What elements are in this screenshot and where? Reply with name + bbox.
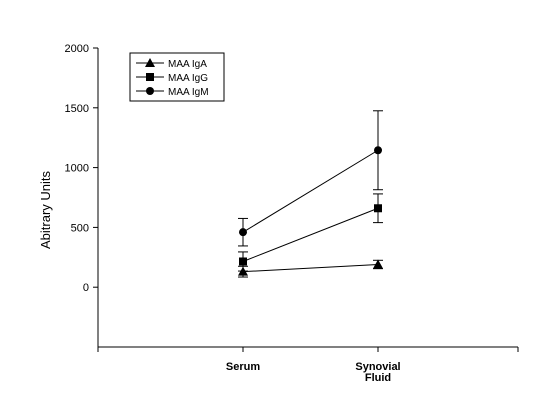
data-point-circle [374,146,382,155]
legend-item: MAA IgM [136,87,209,98]
y-tick-label: 500 [71,222,89,234]
data-point-square [239,257,247,266]
y-tick-label: 1500 [65,103,89,115]
legend-marker-triangle [145,58,155,67]
y-tick-label: 1000 [65,163,89,175]
y-axis-title: Abitrary Units [38,170,53,249]
legend-label: MAA IgA [168,59,207,70]
legend-item: MAA IgA [136,58,207,70]
legend-label: MAA IgG [168,73,208,84]
legend-marker-square [146,73,154,81]
series-triangle [238,259,383,278]
series-layer [238,110,383,278]
series-line [242,263,379,273]
legend-box [129,52,225,102]
series-line [242,149,379,233]
series-circle [238,110,383,247]
series-square [238,193,383,272]
x-tick-label: Synovial [355,361,400,373]
legend-marker-circle [146,87,154,95]
legend-item: MAA IgG [136,73,208,84]
data-point-triangle [373,259,383,269]
x-tick-label: Fluid [365,372,391,384]
y-tick-label: 2000 [65,43,89,55]
legend-label: MAA IgM [168,87,209,98]
series-line [242,207,379,262]
y-tick-label: 0 [83,282,89,294]
x-tick-label: Serum [226,361,260,373]
data-point-square [374,204,382,213]
legend: MAA IgA MAA IgG MAA IgM [129,52,225,102]
data-point-circle [239,228,247,237]
